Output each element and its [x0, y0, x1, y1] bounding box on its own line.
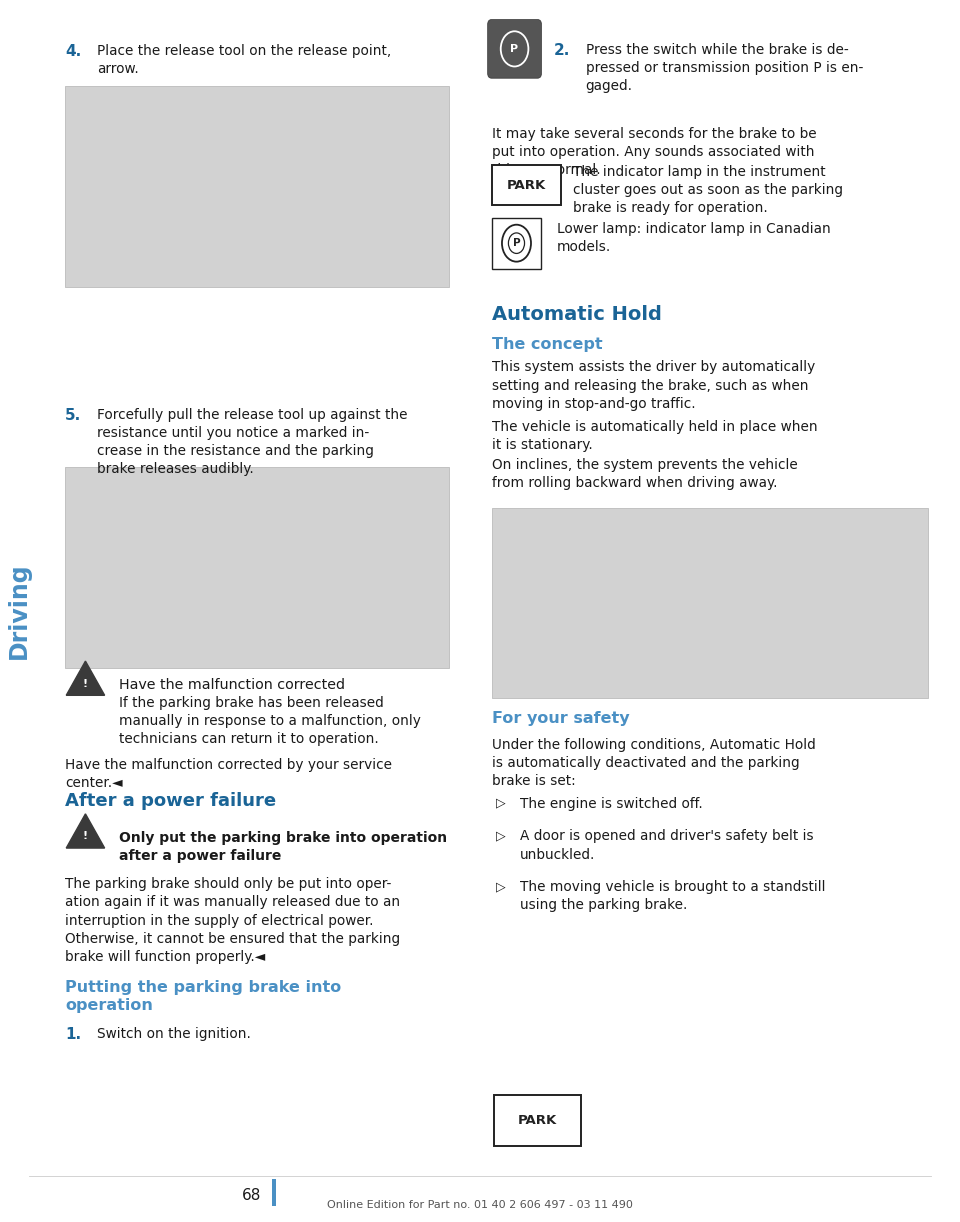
- Text: The engine is switched off.: The engine is switched off.: [520, 797, 703, 810]
- Text: ▷: ▷: [496, 797, 506, 810]
- Text: moving in stop-and-go traffic.: moving in stop-and-go traffic.: [492, 397, 695, 411]
- Text: ation again if it was manually released due to an: ation again if it was manually released …: [65, 896, 400, 909]
- Text: The moving vehicle is brought to a standstill: The moving vehicle is brought to a stand…: [520, 880, 826, 895]
- Text: models.: models.: [557, 241, 612, 254]
- Text: technicians can return it to operation.: technicians can return it to operation.: [119, 732, 379, 747]
- Text: Otherwise, it cannot be ensured that the parking: Otherwise, it cannot be ensured that the…: [65, 931, 400, 946]
- Text: Online Edition for Part no. 01 40 2 606 497 - 03 11 490: Online Edition for Part no. 01 40 2 606 …: [327, 1200, 633, 1210]
- Text: after a power failure: after a power failure: [119, 849, 281, 863]
- Text: Putting the parking brake into: Putting the parking brake into: [65, 980, 342, 995]
- Text: The parking brake should only be put into oper-: The parking brake should only be put int…: [65, 877, 392, 891]
- FancyBboxPatch shape: [492, 508, 928, 698]
- Text: !: !: [83, 678, 88, 688]
- Text: The indicator lamp in the instrument: The indicator lamp in the instrument: [573, 165, 826, 178]
- Text: P: P: [513, 238, 520, 248]
- Text: Only put the parking brake into operation: Only put the parking brake into operatio…: [119, 831, 447, 844]
- Text: using the parking brake.: using the parking brake.: [520, 898, 687, 913]
- Text: brake releases audibly.: brake releases audibly.: [97, 462, 253, 477]
- Text: interruption in the supply of electrical power.: interruption in the supply of electrical…: [65, 914, 373, 927]
- Text: unbuckled.: unbuckled.: [520, 848, 596, 862]
- Text: ▷: ▷: [496, 880, 506, 893]
- Text: gaged.: gaged.: [586, 79, 633, 93]
- Text: crease in the resistance and the parking: crease in the resistance and the parking: [97, 445, 373, 458]
- Text: On inclines, the system prevents the vehicle: On inclines, the system prevents the veh…: [492, 458, 797, 472]
- Text: Place the release tool on the release point,: Place the release tool on the release po…: [97, 44, 392, 57]
- Text: The vehicle is automatically held in place when: The vehicle is automatically held in pla…: [492, 420, 817, 434]
- Text: PARK: PARK: [507, 178, 545, 192]
- Text: center.◄: center.◄: [65, 776, 123, 789]
- FancyBboxPatch shape: [488, 20, 541, 78]
- Text: !: !: [83, 831, 88, 841]
- Text: After a power failure: After a power failure: [65, 792, 276, 810]
- Text: Switch on the ignition.: Switch on the ignition.: [97, 1026, 251, 1041]
- Text: 1.: 1.: [65, 1026, 82, 1042]
- Text: 4.: 4.: [65, 44, 82, 59]
- Text: brake will function properly.◄: brake will function properly.◄: [65, 949, 266, 964]
- Text: is automatically deactivated and the parking: is automatically deactivated and the par…: [492, 756, 799, 770]
- Text: arrow.: arrow.: [97, 62, 138, 76]
- Text: from rolling backward when driving away.: from rolling backward when driving away.: [492, 477, 777, 490]
- Text: 5.: 5.: [65, 408, 82, 423]
- FancyBboxPatch shape: [65, 86, 449, 287]
- FancyBboxPatch shape: [494, 1095, 581, 1146]
- Text: brake is ready for operation.: brake is ready for operation.: [573, 202, 768, 215]
- Text: P: P: [511, 44, 518, 54]
- Text: ▷: ▷: [496, 830, 506, 842]
- Text: PARK: PARK: [518, 1114, 557, 1127]
- Text: cluster goes out as soon as the parking: cluster goes out as soon as the parking: [573, 183, 843, 197]
- Text: manually in response to a malfunction, only: manually in response to a malfunction, o…: [119, 715, 420, 728]
- Text: For your safety: For your safety: [492, 711, 629, 726]
- Text: A door is opened and driver's safety belt is: A door is opened and driver's safety bel…: [520, 830, 814, 843]
- FancyBboxPatch shape: [492, 165, 561, 205]
- Text: put into operation. Any sounds associated with: put into operation. Any sounds associate…: [492, 145, 814, 159]
- Text: 2.: 2.: [554, 43, 570, 57]
- Text: Have the malfunction corrected: Have the malfunction corrected: [119, 678, 345, 692]
- Text: Automatic Hold: Automatic Hold: [492, 306, 661, 325]
- Text: it is stationary.: it is stationary.: [492, 439, 592, 452]
- Text: If the parking brake has been released: If the parking brake has been released: [119, 697, 384, 710]
- Text: brake is set:: brake is set:: [492, 775, 575, 788]
- Text: This system assists the driver by automatically: This system assists the driver by automa…: [492, 360, 815, 374]
- Text: Have the malfunction corrected by your service: Have the malfunction corrected by your s…: [65, 758, 393, 772]
- FancyBboxPatch shape: [272, 1179, 276, 1206]
- Text: Press the switch while the brake is de-: Press the switch while the brake is de-: [586, 43, 849, 56]
- Text: It may take several seconds for the brake to be: It may take several seconds for the brak…: [492, 127, 816, 141]
- FancyBboxPatch shape: [65, 467, 449, 668]
- Text: Forcefully pull the release tool up against the: Forcefully pull the release tool up agai…: [97, 408, 407, 422]
- Text: Driving: Driving: [7, 562, 31, 660]
- FancyBboxPatch shape: [492, 218, 541, 269]
- Text: 68: 68: [242, 1188, 261, 1202]
- Polygon shape: [66, 814, 105, 848]
- Polygon shape: [66, 661, 105, 695]
- Text: pressed or transmission position P is en-: pressed or transmission position P is en…: [586, 61, 863, 75]
- Text: The concept: The concept: [492, 337, 602, 352]
- Text: setting and releasing the brake, such as when: setting and releasing the brake, such as…: [492, 379, 808, 392]
- Text: Under the following conditions, Automatic Hold: Under the following conditions, Automati…: [492, 738, 815, 752]
- Text: resistance until you notice a marked in-: resistance until you notice a marked in-: [97, 426, 370, 440]
- Text: this are normal.: this are normal.: [492, 164, 600, 177]
- Text: operation: operation: [65, 998, 154, 1013]
- Text: Lower lamp: indicator lamp in Canadian: Lower lamp: indicator lamp in Canadian: [557, 222, 830, 236]
